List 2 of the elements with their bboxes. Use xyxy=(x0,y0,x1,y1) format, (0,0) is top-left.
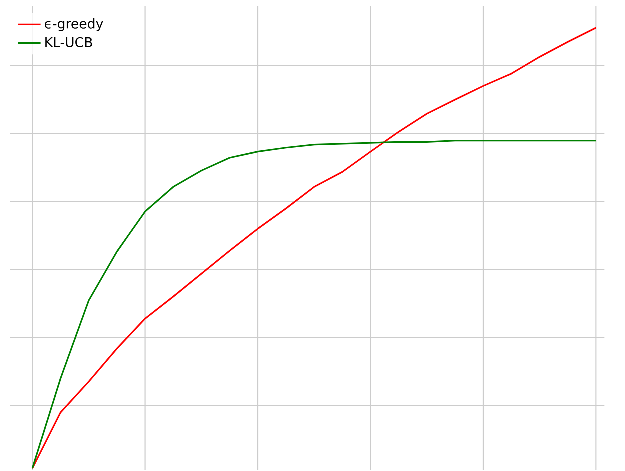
legend-label: KL-UCB xyxy=(46,37,92,48)
legend-label: ϵ-greedy xyxy=(45,18,104,32)
